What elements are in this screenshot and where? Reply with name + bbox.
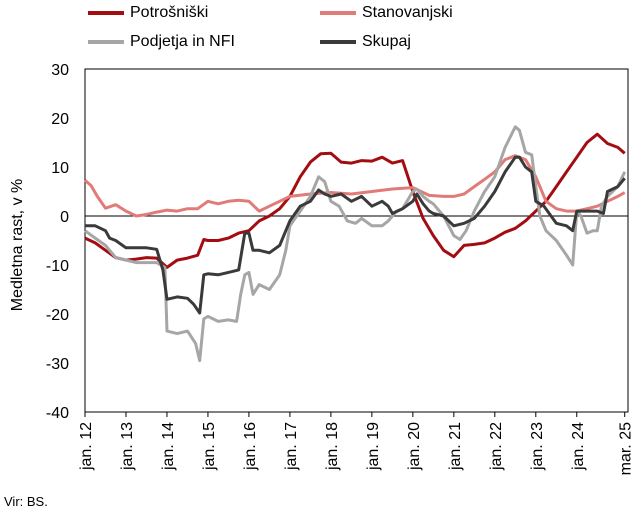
x-tick-label: jan. 22 xyxy=(488,422,505,471)
series-line-3 xyxy=(84,125,627,363)
y-axis: 30 20 10 0 -10 -20 -30 -40 xyxy=(46,62,69,422)
y-tick-label: -30 xyxy=(46,356,69,373)
y-tick-label: 0 xyxy=(60,209,69,226)
y-axis-label: Medletna rast, v % xyxy=(9,178,26,312)
plot-area xyxy=(84,68,629,413)
legend-swatch xyxy=(88,11,124,15)
x-tick-label: jan. 16 xyxy=(242,422,259,471)
x-tick-label: jan. 12 xyxy=(78,422,95,471)
x-tick-label: jan. 20 xyxy=(406,422,423,471)
legend-label: Potrošniški xyxy=(130,4,209,21)
legend-swatch xyxy=(320,11,356,15)
legend-label: Skupaj xyxy=(362,33,411,50)
source-note: Vir: BS. xyxy=(4,494,48,509)
x-tick-label: jan. 14 xyxy=(160,422,177,471)
legend-item: Potrošniški xyxy=(88,4,208,22)
y-tick-label: -10 xyxy=(46,258,69,275)
x-tick-label: jan. 13 xyxy=(119,422,136,471)
x-tick-label: jan. 19 xyxy=(365,422,382,471)
y-tick-label: -20 xyxy=(46,307,69,324)
y-tick-label: 30 xyxy=(51,62,69,79)
series-line-2 xyxy=(84,154,626,218)
legend-label: Stanovanjski xyxy=(362,4,453,21)
legend-swatch xyxy=(88,40,124,44)
x-tick-label: jan. 15 xyxy=(201,422,218,471)
x-tick-label: jan. 18 xyxy=(324,422,341,471)
series-layer xyxy=(84,125,627,363)
x-tick-label: jan. 21 xyxy=(447,422,464,471)
x-tick-label: jan. 23 xyxy=(529,422,546,471)
y-tick-label: -40 xyxy=(46,405,69,422)
y-tick-label: 10 xyxy=(51,160,69,177)
x-tick-label: jan. 24 xyxy=(570,422,587,471)
x-axis: jan. 12 jan. 13 jan. 14 jan. 15 jan. 16 jan. … xyxy=(78,412,635,475)
legend-swatch xyxy=(320,40,356,44)
y-tick-label: 20 xyxy=(51,111,69,128)
series-line-4 xyxy=(85,155,626,315)
x-tick-label: mar. 25 xyxy=(618,422,635,475)
legend-item: Stanovanjski xyxy=(320,4,453,22)
legend-item: Podjetja in NFI xyxy=(88,33,235,51)
series-line-1 xyxy=(84,132,626,269)
x-tick-label: jan. 17 xyxy=(283,422,300,471)
legend-label: Podjetja in NFI xyxy=(130,33,235,50)
legend-item: Skupaj xyxy=(320,33,411,51)
